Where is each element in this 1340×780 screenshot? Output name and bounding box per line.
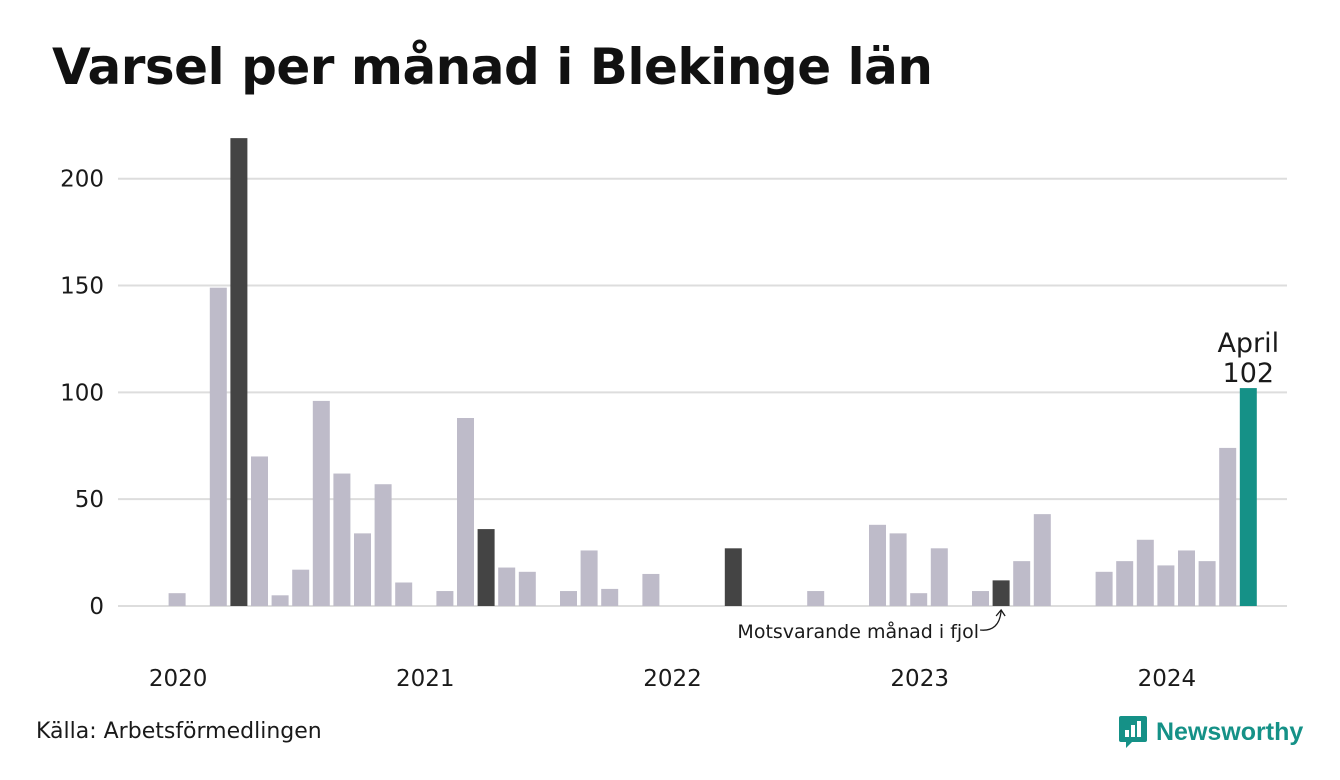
annotation-arrowhead bbox=[995, 608, 1006, 617]
bar-2022-08 bbox=[807, 591, 825, 606]
chart-title: Varsel per månad i Blekinge län bbox=[52, 38, 933, 96]
y-tick-label: 0 bbox=[89, 594, 104, 620]
bar-2020-12 bbox=[395, 582, 413, 606]
bar-2020-08 bbox=[312, 400, 330, 606]
highlight-label: April 102 bbox=[1217, 328, 1279, 389]
bar-2020-11 bbox=[374, 484, 392, 606]
annotation-text: Motsvarande månad i fjol bbox=[737, 620, 979, 643]
bar-2021-04 bbox=[477, 529, 495, 606]
y-tick-label: 50 bbox=[75, 487, 104, 513]
bar-2021-05 bbox=[498, 567, 516, 606]
x-tick-label: 2021 bbox=[396, 666, 455, 692]
bar-2021-03 bbox=[457, 418, 474, 606]
bar-2023-04 bbox=[972, 591, 989, 606]
y-tick-label: 150 bbox=[60, 274, 104, 300]
brand-logo: Newsworthy bbox=[1118, 714, 1303, 750]
y-axis-ticks: 0 50 100 150 200 bbox=[60, 167, 104, 620]
annotation-arrow bbox=[980, 610, 1002, 631]
x-axis-ticks: 2020 2021 2022 2023 2024 bbox=[149, 666, 1196, 692]
bar-2023-11 bbox=[1116, 561, 1134, 606]
x-tick-label: 2020 bbox=[149, 666, 208, 692]
gridlines bbox=[118, 177, 1287, 607]
bar-undefined bbox=[1239, 388, 1257, 606]
bar-2021-09 bbox=[580, 550, 598, 606]
y-tick-label: 100 bbox=[60, 380, 104, 406]
highlight-value-label: 102 bbox=[1223, 358, 1275, 389]
bar-2024-04 bbox=[1219, 447, 1237, 606]
bar-2020-01 bbox=[168, 593, 186, 606]
bar-2024-02 bbox=[1178, 550, 1195, 606]
bar-2021-10 bbox=[601, 588, 619, 606]
bar-2023-07 bbox=[1033, 514, 1051, 606]
x-tick-label: 2022 bbox=[643, 666, 702, 692]
bar-2023-01 bbox=[910, 593, 928, 606]
bar-2023-12 bbox=[1136, 539, 1154, 606]
bar-2020-07 bbox=[292, 569, 310, 606]
annotation: Motsvarande månad i fjol bbox=[737, 608, 1006, 643]
highlight-month-label: April bbox=[1217, 328, 1279, 359]
bar-2022-11 bbox=[869, 524, 886, 606]
bar-2021-06 bbox=[518, 571, 536, 606]
bars bbox=[168, 138, 1257, 607]
bar-2022-12 bbox=[889, 533, 907, 606]
bar-2021-02 bbox=[436, 591, 454, 606]
source-note: Källa: Arbetsförmedlingen bbox=[36, 719, 322, 744]
newsworthy-logo-icon bbox=[1119, 716, 1147, 748]
y-tick-label: 200 bbox=[60, 167, 104, 193]
bar-2023-10 bbox=[1095, 571, 1113, 606]
bar-2021-08 bbox=[560, 591, 577, 606]
bar-2020-09 bbox=[333, 473, 351, 606]
bar-2023-02 bbox=[930, 548, 948, 606]
bar-chart: 0 50 100 150 200 2020 2021 2022 2023 2024 April … bbox=[60, 138, 1287, 692]
bar-2024-03 bbox=[1198, 561, 1216, 606]
bar-2023-06 bbox=[1013, 561, 1031, 606]
x-tick-label: 2023 bbox=[890, 666, 949, 692]
bar-2023-05 bbox=[992, 580, 1010, 606]
bar-2020-10 bbox=[354, 533, 371, 606]
bar-2020-06 bbox=[271, 595, 289, 606]
bar-2024-01 bbox=[1157, 565, 1175, 606]
bar-2020-04 bbox=[230, 138, 248, 607]
bar-2020-05 bbox=[251, 456, 268, 606]
x-tick-label: 2024 bbox=[1138, 666, 1197, 692]
brand-name: Newsworthy bbox=[1156, 717, 1304, 746]
bar-2021-12 bbox=[642, 573, 660, 606]
bar-2020-03 bbox=[209, 287, 227, 606]
bar-2022-04 bbox=[724, 548, 742, 606]
